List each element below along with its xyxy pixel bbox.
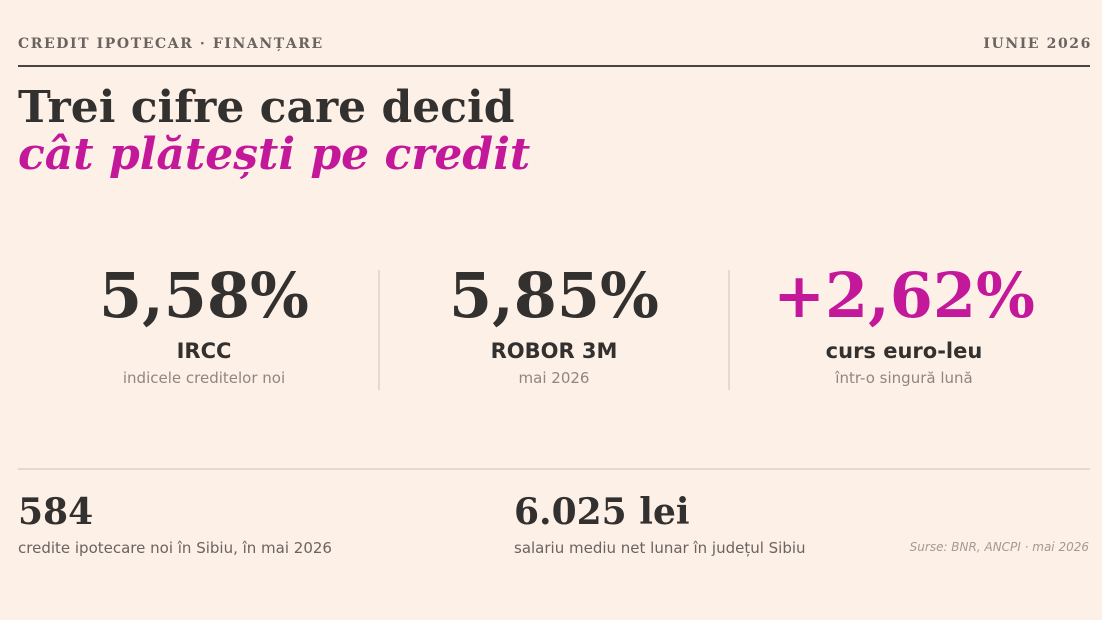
stat-value: +2,62% xyxy=(773,259,1035,332)
stat-label: IRCC xyxy=(176,339,232,363)
stat-label: ROBOR 3M xyxy=(490,339,618,363)
fact-new-mortgages: 584 credite ipotecare noi în Sibiu, în m… xyxy=(18,490,332,560)
stat-exchange-rate: +2,62% curs euro-leu într-o singură lună xyxy=(729,258,1079,393)
headline-line-1: Trei cifre care decid xyxy=(18,82,515,133)
stat-caption: mai 2026 xyxy=(518,369,590,387)
stat-caption: într-o singură lună xyxy=(835,369,973,387)
top-divider xyxy=(18,65,1090,67)
stat-value: 5,85% xyxy=(449,259,659,332)
stat-caption: indicele creditelor noi xyxy=(122,369,286,387)
headline-line-2: cât plătești pe credit xyxy=(18,129,531,180)
fact-average-salary: 6.025 lei salariu mediu net lunar în jud… xyxy=(514,490,806,560)
fact-value: 6.025 lei xyxy=(514,491,690,533)
fact-value: 584 xyxy=(18,491,94,533)
stat-separator xyxy=(378,270,380,390)
headline: Trei cifre care decid cât plătești pe cr… xyxy=(18,84,530,178)
stat-value: 5,58% xyxy=(99,259,309,332)
stat-ircc: 5,58% IRCC indicele creditelor noi xyxy=(29,258,379,393)
stat-separator xyxy=(728,270,730,390)
stat-label: curs euro-leu xyxy=(825,339,983,363)
key-figures: 5,58% IRCC indicele creditelor noi 5,85%… xyxy=(29,258,1079,393)
fact-description: salariu mediu net lunar în județul Sibiu xyxy=(514,539,806,557)
middle-divider xyxy=(18,468,1090,470)
issue-date: IUNIE 2026 xyxy=(983,36,1092,52)
source-note: Surse: BNR, ANCPI · mai 2026 xyxy=(909,540,1089,554)
stat-robor: 5,85% ROBOR 3M mai 2026 xyxy=(379,258,729,393)
fact-description: credite ipotecare noi în Sibiu, în mai 2… xyxy=(18,539,332,557)
section-kicker: CREDIT IPOTECAR · FINANȚARE xyxy=(18,36,324,52)
